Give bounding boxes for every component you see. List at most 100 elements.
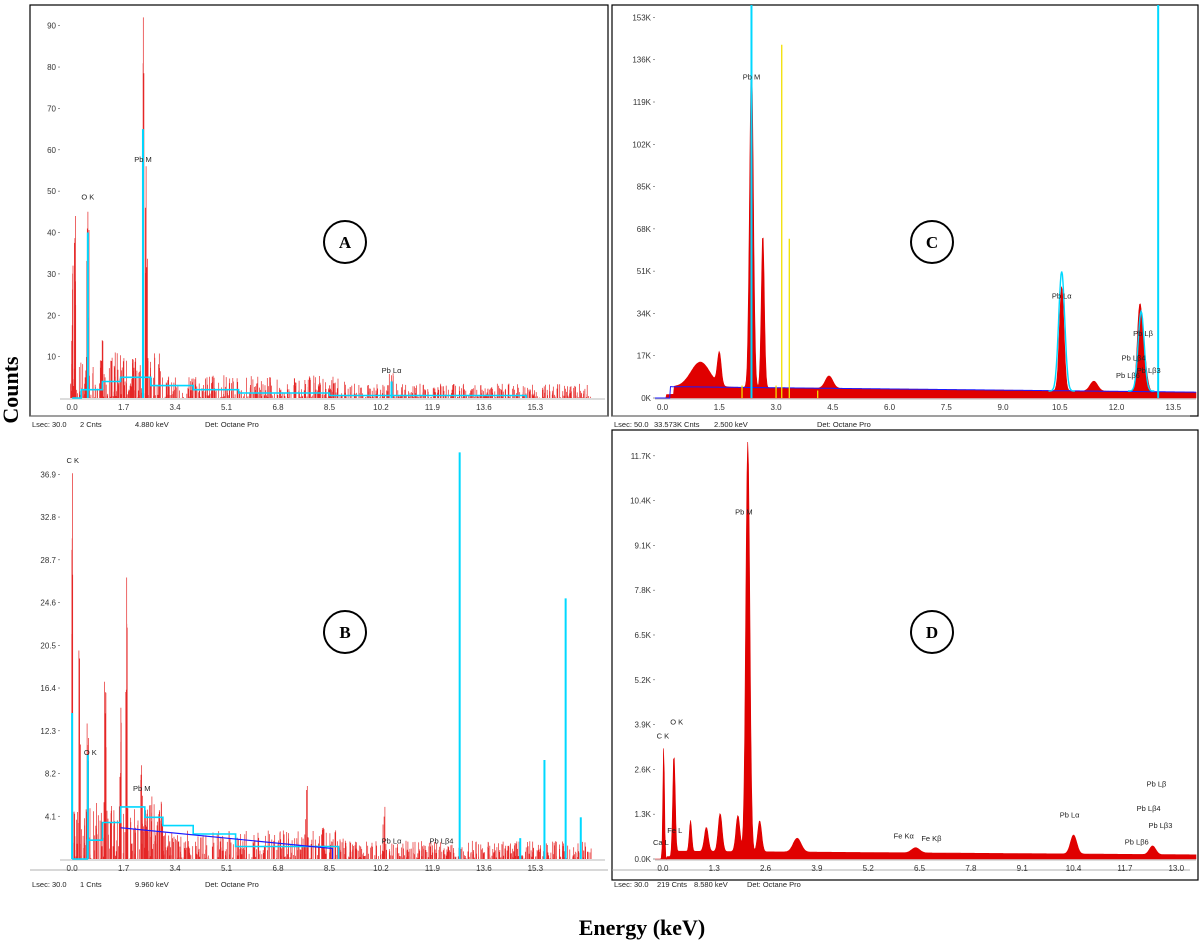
y-tick-label: 3.9K	[635, 721, 652, 730]
spectrum-panel-a: 10 20 30 40 50 60 70 80 90 0.0 1.7 3.4 5.1 6.8 8.5 10.2…	[29, 4, 609, 429]
x-tick-label: 15.3	[528, 403, 544, 412]
x-tick-label: 5.2	[863, 864, 875, 873]
x-tick-label: 11.7	[1117, 864, 1133, 873]
y-tick-label: 153K	[632, 13, 651, 22]
status-counts: 1 Cnts	[80, 880, 102, 889]
peak-label: Pb Lα	[1052, 292, 1072, 301]
background-fit-line	[120, 827, 334, 859]
x-tick-label: 10.2	[373, 403, 389, 412]
x-tick-label: 0.0	[657, 403, 669, 412]
y-tick-label: 68K	[637, 225, 652, 234]
peak-label: Fe Kα	[894, 831, 915, 840]
panel-frame	[611, 4, 1199, 417]
fit-step-line	[72, 806, 340, 860]
y-tick-label: 102K	[632, 140, 651, 149]
y-tick-label: 4.1	[45, 812, 57, 821]
y-tick-label: 5.2K	[635, 676, 652, 685]
spectrum-counts	[70, 17, 591, 398]
status-counts: 219 Cnts	[657, 880, 687, 889]
y-tick-label: 17K	[637, 352, 652, 361]
spectrum-panel-b: 4.1 8.2 12.3 16.4 20.5 24.6 28.7 32.8 36.9 0.0 1.7…	[30, 452, 608, 889]
fit-overlay	[71, 452, 582, 860]
peak-label: Pb Lα	[382, 366, 402, 375]
y-tick-label: 16.4	[40, 684, 56, 693]
panel-label-circle	[323, 610, 367, 654]
peak-label: Pb Lβ3	[1148, 821, 1172, 830]
spectrum-spikes	[71, 473, 592, 859]
peak-label: O K	[84, 748, 97, 757]
peak-label: Pb Lα	[382, 836, 402, 845]
x-tick-label: 9.1	[1017, 864, 1029, 873]
peak-label: O K	[81, 192, 94, 201]
x-tick-label: 3.0	[771, 403, 783, 412]
y-tick-label: 12.3	[40, 727, 56, 736]
x-tick-label: 0.0	[67, 403, 79, 412]
x-tick-label: 5.1	[221, 403, 233, 412]
peak-label: Pb M	[133, 784, 151, 793]
peak-label: O K	[670, 718, 683, 727]
x-tick-label: 6.5	[914, 864, 926, 873]
background-fit-line	[655, 386, 1196, 399]
peak-label: Pb Lβ4	[1137, 804, 1161, 813]
y-tick-label: 51K	[637, 267, 652, 276]
peak-label: C K	[657, 731, 670, 740]
peak-label: Pb Lβ3	[1137, 366, 1161, 375]
x-tick-label: 9.0	[997, 403, 1009, 412]
peak-label: Pb M	[743, 73, 761, 82]
peak-label: Fe L	[667, 826, 682, 835]
y-tick-label: 9.1K	[635, 541, 652, 550]
spectrum-panel-d: 0.0K 1.3K 2.6K 3.9K 5.2K 6.5K 7.8K 9.1K 10.4K 11.…	[611, 429, 1199, 889]
panel-label-circle	[323, 220, 367, 264]
x-tick-label: 3.4	[169, 403, 181, 412]
x-tick-label: 4.5	[827, 403, 839, 412]
y-tick-label: 11.7K	[631, 452, 652, 461]
peak-label: Ca L	[653, 838, 669, 847]
x-tick-label: 7.8	[965, 864, 977, 873]
x-tick-label: 10.2	[373, 864, 389, 873]
fit-overlay	[750, 5, 1160, 398]
y-tick-label: 30	[47, 270, 56, 279]
fit-peak-outline	[1127, 309, 1155, 392]
y-tick-label: 32.8	[40, 513, 56, 522]
status-lsec: Lsec: 30.0	[32, 420, 67, 429]
status-detector: Det: Octane Pro	[747, 880, 801, 889]
y-tick-label: 0K	[641, 394, 651, 403]
peak-label: Fe Kβ	[921, 834, 942, 843]
fit-step-line	[72, 376, 528, 399]
x-tick-label: 6.8	[272, 864, 284, 873]
x-tick-label: 0.0	[67, 864, 79, 873]
x-tick-label: 3.9	[811, 864, 823, 873]
status-lsec: Lsec: 50.0	[614, 420, 649, 429]
y-tick-label: 85K	[637, 183, 652, 192]
x-tick-label: 3.4	[169, 864, 181, 873]
y-tick-label: 60	[47, 146, 56, 155]
fit-peak-outline	[1048, 271, 1075, 392]
peak-label: Pb Lα	[1060, 811, 1080, 820]
panel-label-circle	[910, 610, 954, 654]
y-axis-title: Counts	[0, 356, 23, 424]
y-tick-label: 136K	[632, 56, 651, 65]
fit-overlay	[72, 129, 528, 399]
x-tick-label: 13.5	[1166, 403, 1182, 412]
x-tick-label: 1.5	[714, 403, 726, 412]
y-tick-label: 20	[47, 311, 56, 320]
peak-label: Pb Lβ4	[1122, 354, 1146, 363]
y-tick-label: 34K	[637, 309, 652, 318]
y-tick-label: 28.7	[40, 556, 56, 565]
spectrum-panel-c: 0K 17K 34K 51K 68K 85K 102K 119K 136K 153K 0.0 1.5 3…	[611, 4, 1199, 429]
peak-label: Pb Lβ6	[1116, 371, 1140, 380]
status-detector: Det: Octane Pro	[817, 420, 871, 429]
peak-label: Pb Lβ4	[430, 836, 454, 845]
y-tick-label: 24.6	[40, 599, 56, 608]
peak-label: Pb Lβ6	[1125, 838, 1149, 847]
x-tick-label: 10.5	[1052, 403, 1068, 412]
y-tick-label: 2.6K	[635, 765, 652, 774]
status-cursor-energy: 4.880 keV	[135, 420, 169, 429]
x-tick-label: 11.9	[425, 403, 441, 412]
y-tick-label: 1.3K	[635, 810, 652, 819]
panel-label-circle	[910, 220, 954, 264]
spectrum-spikes	[70, 17, 591, 398]
x-tick-label: 12.0	[1109, 403, 1125, 412]
status-lsec: Lsec: 30.0	[614, 880, 649, 889]
